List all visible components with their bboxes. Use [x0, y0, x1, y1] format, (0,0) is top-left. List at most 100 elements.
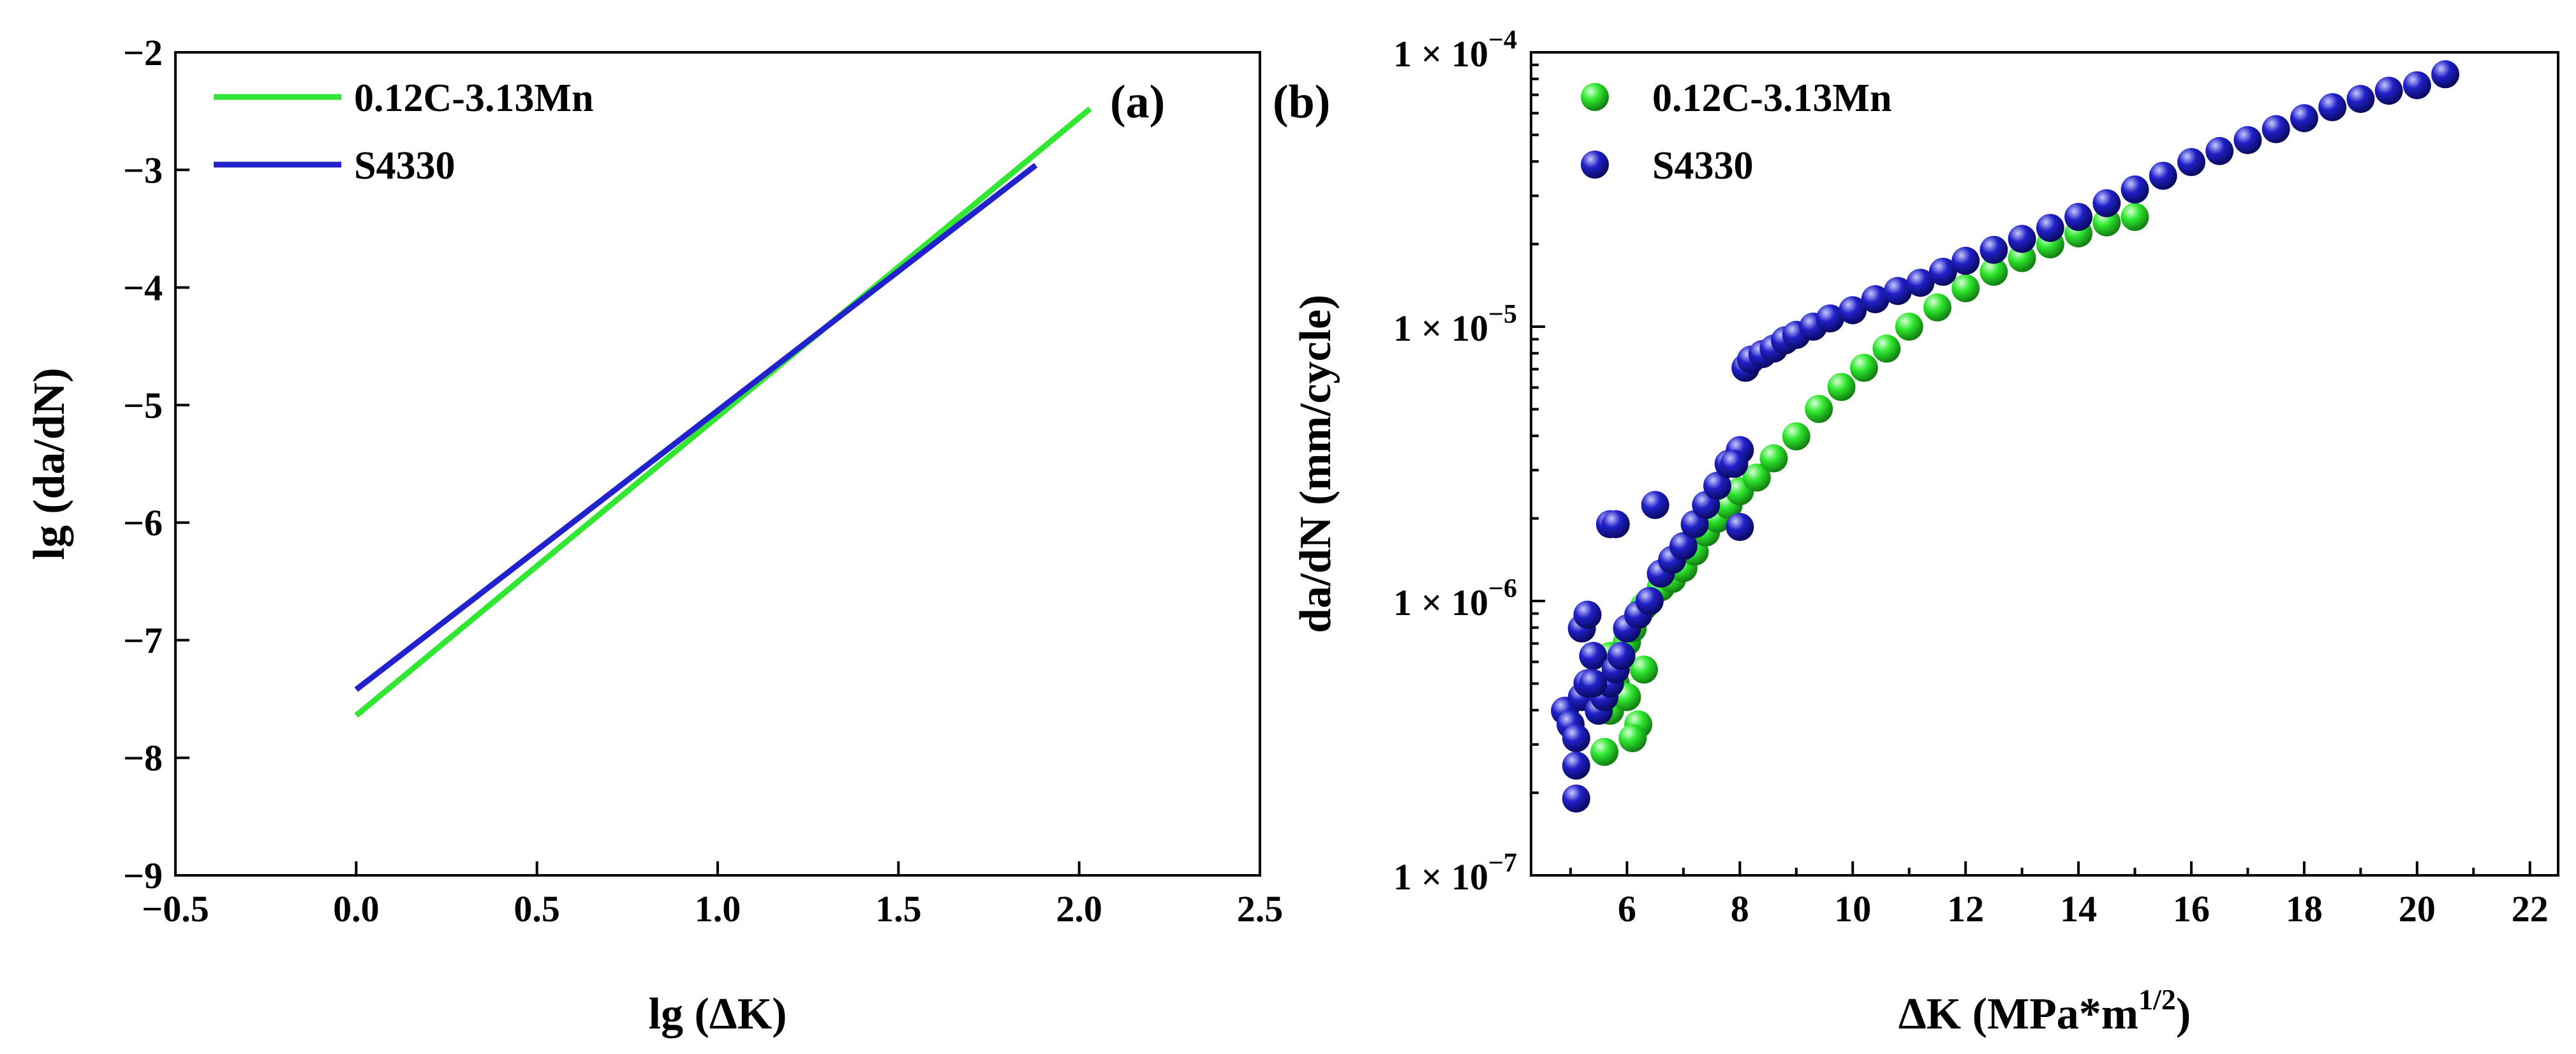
panel-b-point-blue [2092, 189, 2121, 218]
panel-b-x-axis-label-suffix: ) [2176, 990, 2191, 1039]
panel-a-series-lines [354, 106, 1092, 718]
panel-b-y-tick-exponent: −7 [1488, 849, 1517, 878]
panel-b-label: (b) [1273, 76, 1330, 128]
panel-b-x-tick-label: 20 [2399, 888, 2436, 930]
panel-b-y-tick-exponent: −6 [1488, 574, 1517, 604]
panel-b-point-green [1759, 444, 1788, 473]
panel-b-y-tick-exponent: −5 [1488, 300, 1517, 329]
panel-b-x-axis-label-main: ΔK (MPa*m [1899, 990, 2138, 1039]
panel-b-frame [1530, 51, 2559, 877]
panel-a-y-tick-label: −4 [123, 267, 163, 309]
panel-b-point-blue [1562, 784, 1590, 813]
panel-b-point-green [1951, 274, 1980, 302]
panel-b-point-blue [2177, 148, 2205, 176]
panel-b-point-green [2121, 203, 2149, 231]
panel-a-x-axis-label: lg (ΔK) [649, 990, 787, 1039]
panel-b-point-blue [1816, 304, 1844, 333]
panel-b-y-tick-label: 1 × 10−4 [1393, 26, 1517, 75]
panel-b-point-blue [1641, 491, 1669, 519]
panel-b-point-green [2008, 244, 2036, 272]
panel-a-series-line-green [354, 106, 1092, 718]
panel-b-point-blue [1669, 532, 1698, 560]
panel-b-y-tick-label: 1 × 10−6 [1393, 574, 1517, 623]
panel-b-point-blue [2402, 71, 2431, 100]
panel-b-point-green [1782, 422, 1810, 450]
panel-b-point-green [1618, 724, 1647, 752]
panel-b-x-axis-label-superscript: 1/2 [2138, 983, 2176, 1016]
panel-a-x-tick-label: 2.5 [1237, 888, 1284, 930]
panel-a-x-tick-label: 0.0 [333, 888, 380, 930]
panel-b-point-blue [1635, 587, 1664, 615]
panel-b-legend-label-blue: S4330 [1652, 144, 1753, 188]
panel-b-y-tick-label: 1 × 10−5 [1393, 300, 1517, 349]
panel-b-point-blue [1839, 296, 1867, 325]
panel-a-y-tick-label: −6 [123, 502, 163, 544]
panel-b-point-blue [2008, 225, 2036, 253]
panel-a-chart: −0.5 0.0 0.5 1.0 1.5 2.0 2.5 −9−8−7−6−5−4−3−2 … [25, 32, 1283, 1039]
panel-b-y-tick-mantissa: 1 × 10 [1393, 582, 1488, 623]
panel-b-y-tick-mantissa: 1 × 10 [1393, 856, 1488, 898]
panel-a-legend-label-blue: S4330 [354, 144, 455, 188]
panel-a-legend-label-green: 0.12C-3.13Mn [354, 77, 593, 120]
panel-b-point-blue [2121, 175, 2149, 204]
panel-b-point-green [1805, 395, 1833, 423]
panel-b-x-tick-label: 10 [1834, 888, 1871, 930]
panel-b-x-tick-label: 12 [1947, 888, 1984, 930]
panel-b-point-blue [1726, 512, 1754, 541]
panel-b-point-blue [1951, 246, 1980, 275]
panel-b-point-blue [2205, 137, 2234, 165]
panel-b-point-green [1872, 334, 1901, 363]
panel-b-point-blue [2431, 60, 2460, 89]
panel-b-point-blue [1562, 752, 1590, 780]
panel-b-point-blue [2233, 126, 2262, 154]
panel-b-x-tick-label: 8 [1731, 888, 1749, 930]
panel-a-label: (a) [1110, 76, 1165, 128]
panel-b-point-blue [1980, 235, 2008, 264]
panel-b-y-ticks: 1 × 10−71 × 10−61 × 10−51 × 10−4 [1393, 26, 1545, 898]
panel-b-x-tick-label: 18 [2286, 888, 2323, 930]
panel-b-point-blue [2261, 115, 2290, 144]
panel-b-y-tick-exponent: −4 [1488, 26, 1517, 55]
panel-a-x-tick-label: 0.5 [514, 888, 560, 930]
panel-b-x-tick-label: 22 [2512, 888, 2549, 930]
panel-b-y-tick-mantissa: 1 × 10 [1393, 308, 1488, 349]
panel-b-point-green [1827, 373, 1856, 401]
panel-b-point-green [1923, 293, 1951, 322]
panel-b-legend-marker-green [1581, 83, 1609, 111]
panel-b-point-blue [2374, 77, 2403, 105]
panel-b-y-tick-mantissa: 1 × 10 [1393, 33, 1488, 75]
panel-b-point-green [2092, 208, 2121, 237]
panel-a-y-tick-label: −8 [123, 738, 163, 779]
panel-a-y-tick-label: −2 [123, 32, 163, 73]
panel-b-point-green [1742, 463, 1771, 492]
panel-a-y-tick-label: −3 [123, 149, 163, 191]
panel-a-x-tick-label: −0.5 [142, 888, 209, 930]
panel-a-y-axis-label: lg (da/dN) [25, 367, 74, 560]
panel-b-scatter-points [1551, 60, 2460, 813]
panel-b-point-blue [1928, 258, 1957, 286]
panel-b-point-green [1895, 313, 1923, 341]
panel-a-x-tick-label: 1.5 [875, 888, 922, 930]
panel-b-point-green [1590, 738, 1618, 766]
panel-b-point-blue [1861, 285, 1890, 313]
panel-b-point-blue [1703, 471, 1731, 500]
panel-b-legend-marker-blue [1581, 151, 1609, 179]
panel-a-x-tick-label: 1.0 [695, 888, 741, 930]
panel-a-series-line-blue [354, 163, 1038, 692]
panel-a-frame [174, 51, 1261, 877]
panel-a-x-tick-label: 2.0 [1056, 888, 1102, 930]
panel-b-point-blue [1607, 642, 1636, 670]
panel-b-point-blue [1884, 277, 1912, 306]
panel-b-point-blue [1720, 450, 1749, 478]
panel-b-y-tick-label: 1 × 10−7 [1393, 849, 1517, 898]
panel-b-point-blue [2036, 214, 2064, 242]
panel-b-x-axis-label: ΔK (MPa*m1/2) [1899, 983, 2191, 1039]
panel-b-point-green [1629, 655, 1658, 684]
panel-b-point-blue [1573, 600, 1602, 629]
panel-b-legend-label-green: 0.12C-3.13Mn [1652, 77, 1891, 120]
panel-b-point-blue [1601, 510, 1630, 538]
panel-b-x-ticks: 6 8 10 12 14 16 18 20 22 [1569, 861, 2549, 930]
panel-a-y-ticks: −9 −8 −7 −6 −5 −4 −3 −2 [123, 32, 189, 896]
panel-b-chart: 6 8 10 12 14 16 18 20 22 1 × 10−71 × 10−61 × 10−… [1273, 26, 2559, 1039]
